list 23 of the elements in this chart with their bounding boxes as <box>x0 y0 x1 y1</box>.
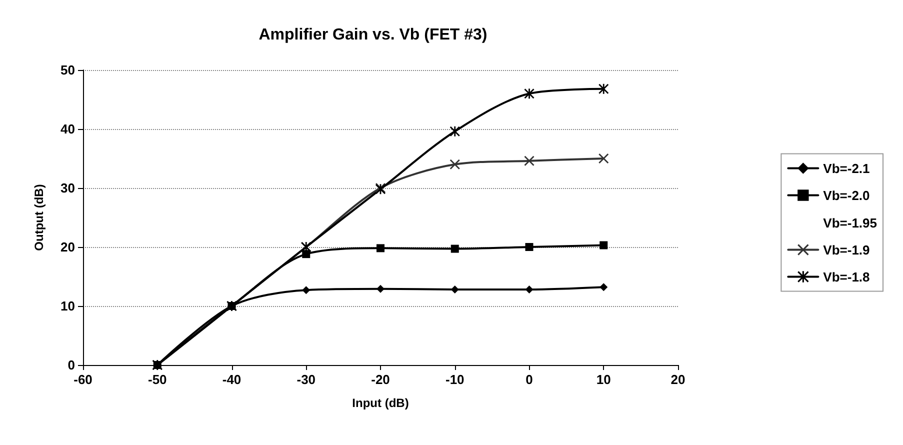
x-tick-label: -20 <box>371 372 390 387</box>
y-tick-label: 20 <box>60 240 75 254</box>
x-axis-title: Input (dB) <box>352 396 409 410</box>
text: Vb=-1.95 <box>823 215 878 230</box>
x-tick-label: -60 <box>74 372 92 387</box>
legend-label: Vb=-2.0 <box>823 188 870 203</box>
x-tick-label: 10 <box>596 372 611 387</box>
y-tick-label: 50 <box>60 62 75 78</box>
x-tick-label: -10 <box>445 372 464 387</box>
x-tick-label: 20 <box>670 372 686 387</box>
legend-label: Vb=-2.1 <box>823 160 870 176</box>
legend-label: Vb=-1.8 <box>823 269 870 284</box>
legend-label: Vb=-1.9 <box>823 242 870 258</box>
x-tick-label: -30 <box>296 372 316 387</box>
y-axis-title: Output (dB) <box>32 184 46 251</box>
y-tick-label: 30 <box>60 180 75 196</box>
chart-title: Amplifier Gain vs. Vb (FET #3) <box>258 26 488 44</box>
x-tick-label: -40 <box>222 372 242 387</box>
y-tick-label: 40 <box>60 122 75 136</box>
y-tick-label: 10 <box>60 298 75 314</box>
y-tick-label: 0 <box>68 358 75 372</box>
x-tick-label: -50 <box>148 372 167 387</box>
x-tick-label: 0 <box>526 372 533 387</box>
